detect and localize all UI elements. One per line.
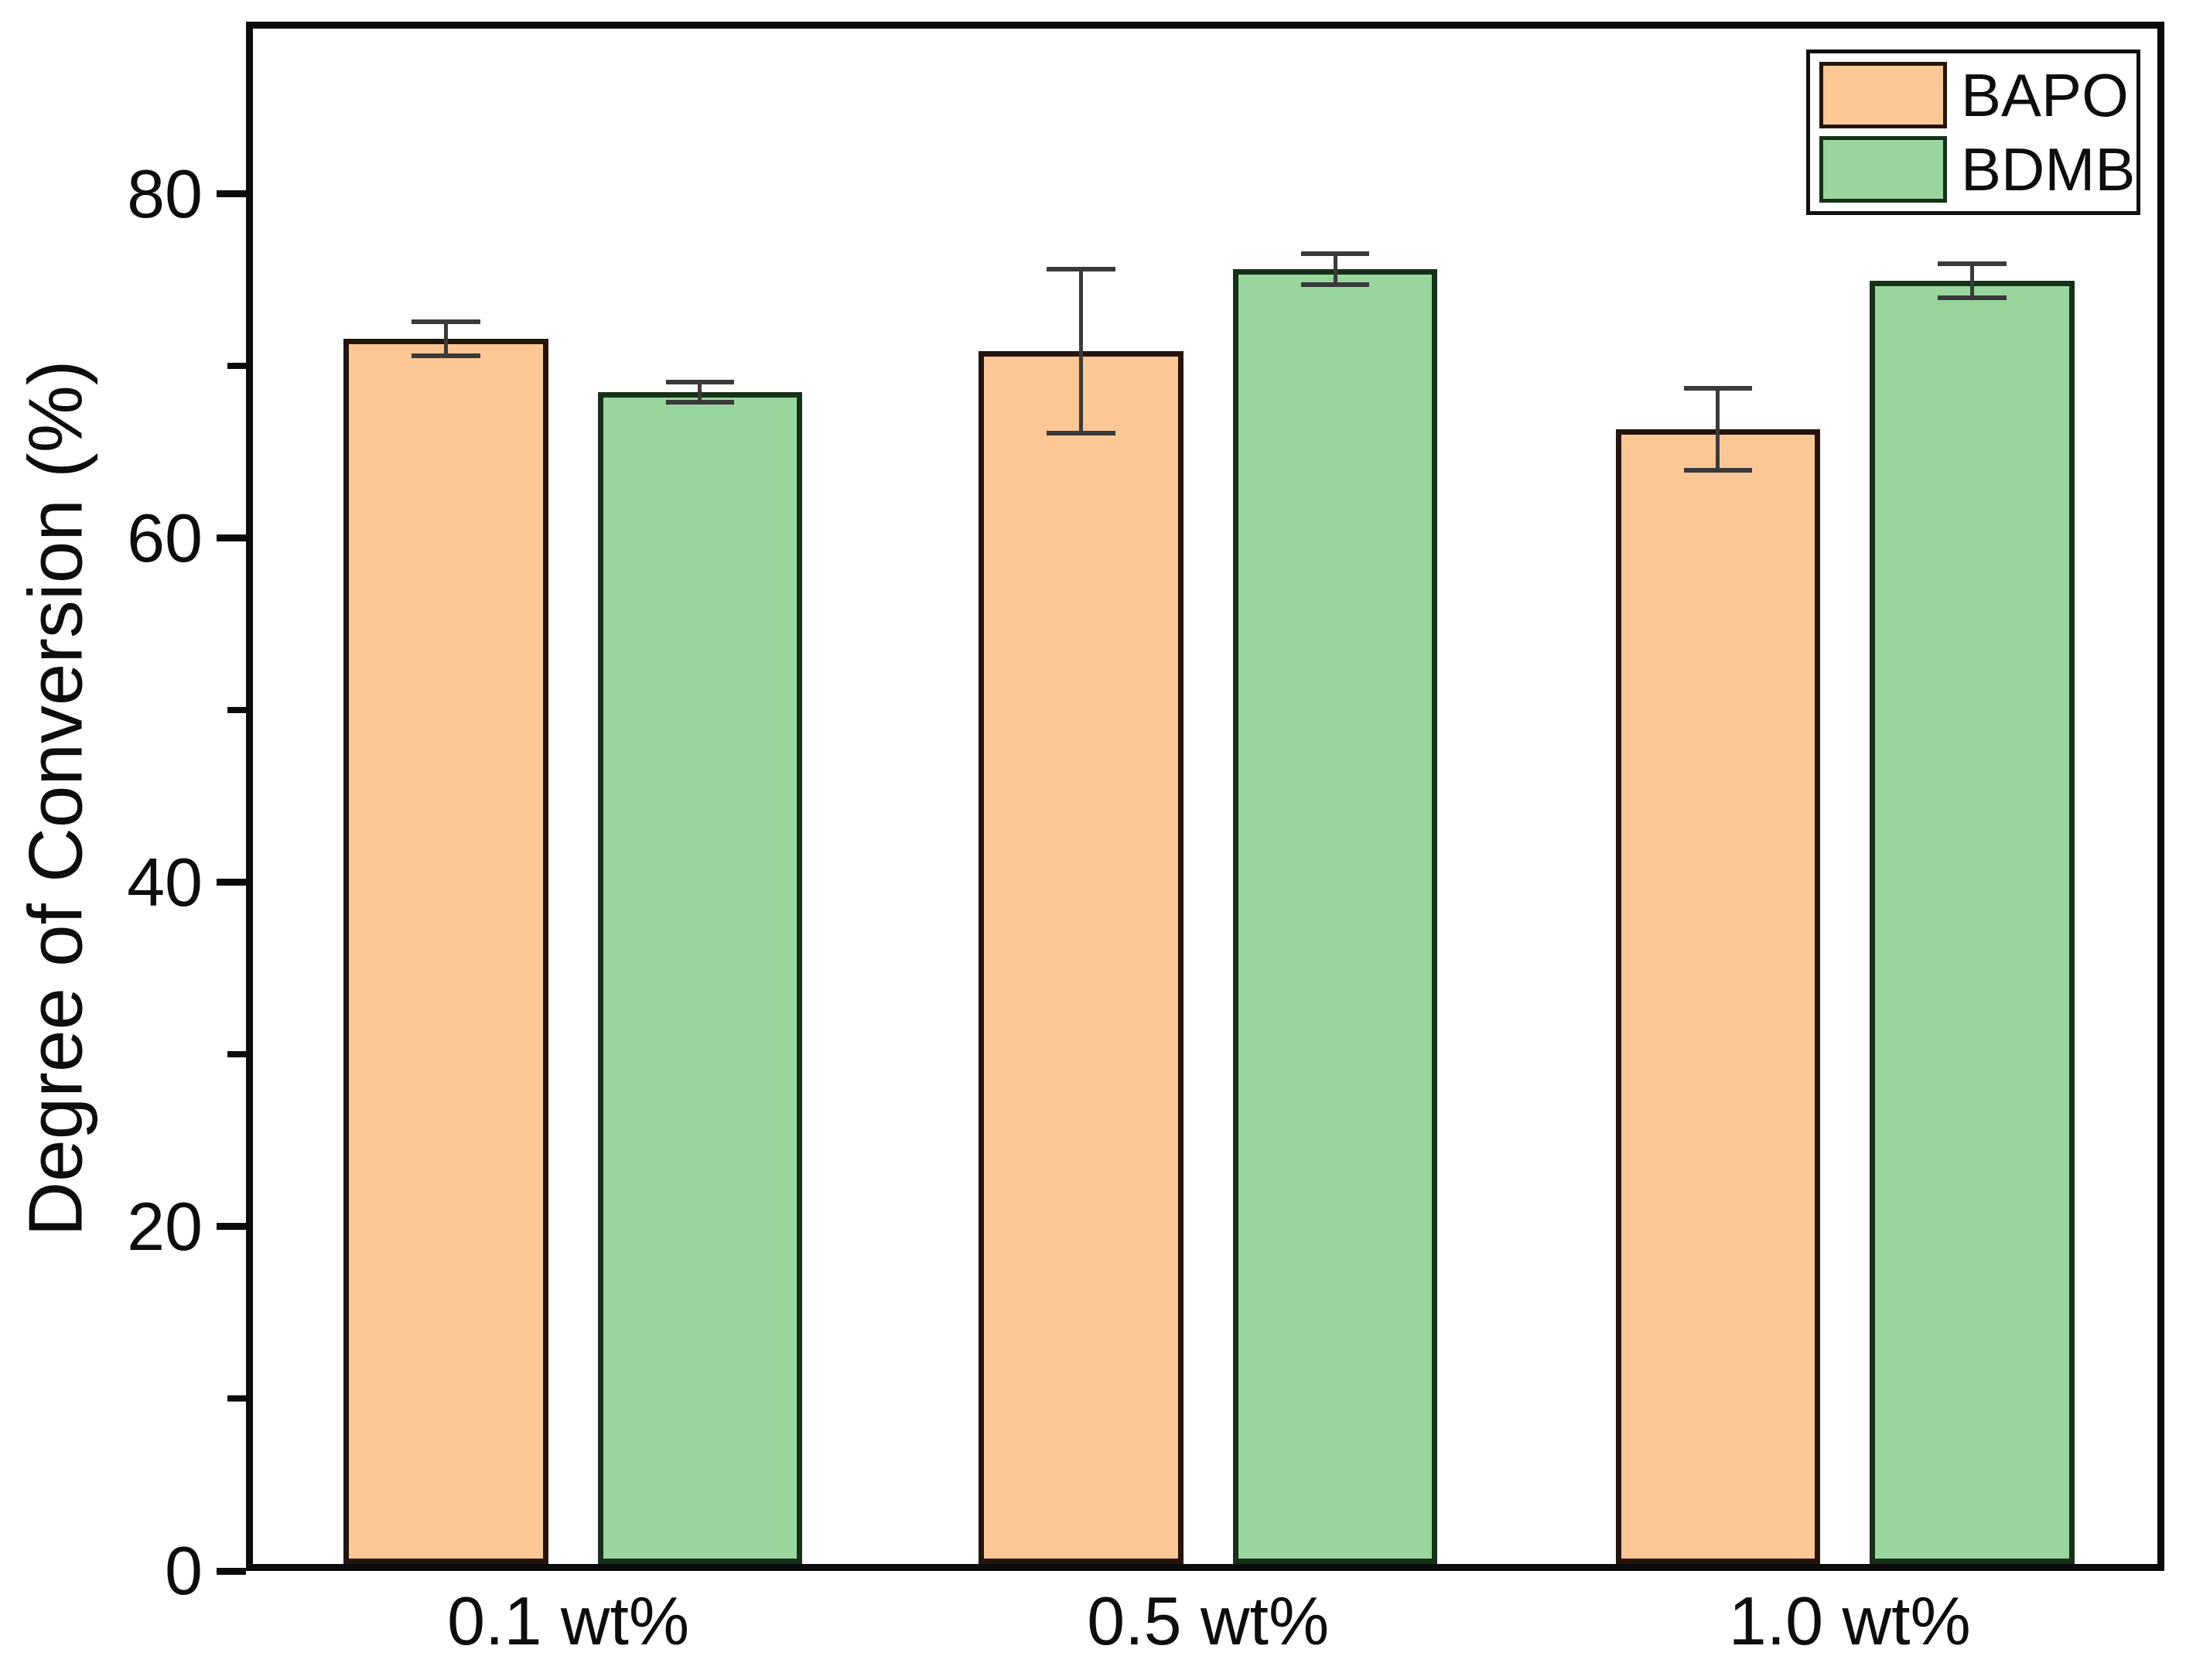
legend-label-bdmb: BDMB xyxy=(1961,135,2136,203)
error-bar-stem-bdmb-0.5wt% xyxy=(1333,254,1337,285)
error-bar-cap-top-bapo-0.5wt% xyxy=(1047,266,1115,271)
error-bar-cap-bottom-bapo-0.1wt% xyxy=(411,353,480,359)
legend-swatch-bdmb xyxy=(1819,136,1947,203)
bar-bapo-0.5wt% xyxy=(979,350,1184,1564)
y-tick-label-40: 40 xyxy=(127,843,203,920)
error-bar-cap-bottom-bdmb-1.0wt% xyxy=(1938,295,2007,301)
x-category-label-0.1wt%: 0.1 wt% xyxy=(447,1583,690,1659)
legend-item-bdmb: BDMB xyxy=(1810,132,2136,207)
legend-box: BAPO BDMB xyxy=(1806,50,2140,215)
error-bar-cap-bottom-bdmb-0.1wt% xyxy=(665,400,735,405)
y-tick-major-80 xyxy=(217,190,246,198)
bar-bapo-0.1wt% xyxy=(343,339,548,1564)
plot-area xyxy=(246,22,2164,1571)
error-bar-stem-bapo-1.0wt% xyxy=(1716,388,1720,471)
y-tick-major-40 xyxy=(217,879,246,886)
y-tick-label-20: 20 xyxy=(127,1187,203,1265)
bar-bdmb-0.5wt% xyxy=(1232,268,1438,1564)
y-tick-major-20 xyxy=(217,1223,246,1231)
error-bar-cap-top-bapo-1.0wt% xyxy=(1683,386,1753,391)
y-tick-label-0: 0 xyxy=(165,1532,203,1609)
legend-swatch-bapo xyxy=(1819,62,1947,128)
error-bar-cap-bottom-bdmb-0.5wt% xyxy=(1300,282,1370,287)
error-bar-cap-bottom-bapo-1.0wt% xyxy=(1683,468,1753,473)
error-bar-cap-top-bdmb-0.1wt% xyxy=(665,379,735,384)
error-bar-stem-bapo-0.5wt% xyxy=(1078,268,1083,433)
bar-bapo-1.0wt% xyxy=(1615,429,1821,1564)
bar-bdmb-1.0wt% xyxy=(1870,281,2075,1564)
error-bar-stem-bapo-0.1wt% xyxy=(443,322,448,357)
error-bar-cap-top-bapo-0.1wt% xyxy=(411,319,480,325)
legend-label-bapo: BAPO xyxy=(1961,61,2129,129)
y-tick-major-0 xyxy=(217,1567,246,1575)
y-tick-label-80: 80 xyxy=(127,155,203,232)
y-tick-label-60: 60 xyxy=(127,499,203,576)
y-tick-minor-70 xyxy=(227,363,246,370)
bar-bdmb-0.1wt% xyxy=(597,391,803,1564)
error-bar-stem-bdmb-0.1wt% xyxy=(698,381,702,402)
error-bar-cap-top-bdmb-0.5wt% xyxy=(1300,251,1370,257)
legend-item-bapo: BAPO xyxy=(1810,58,2136,132)
y-axis-title: Degree of Conversion (%) xyxy=(12,360,98,1237)
y-tick-minor-30 xyxy=(227,1051,246,1058)
y-tick-major-60 xyxy=(217,534,246,542)
error-bar-stem-bdmb-1.0wt% xyxy=(1970,264,1975,299)
y-tick-minor-10 xyxy=(227,1395,246,1402)
error-bar-cap-bottom-bapo-0.5wt% xyxy=(1047,430,1115,435)
error-bar-cap-top-bdmb-1.0wt% xyxy=(1938,261,2007,267)
x-category-label-1.0wt%: 1.0 wt% xyxy=(1728,1583,1971,1659)
x-category-label-0.5wt%: 0.5 wt% xyxy=(1087,1583,1330,1659)
y-tick-minor-50 xyxy=(227,707,246,714)
